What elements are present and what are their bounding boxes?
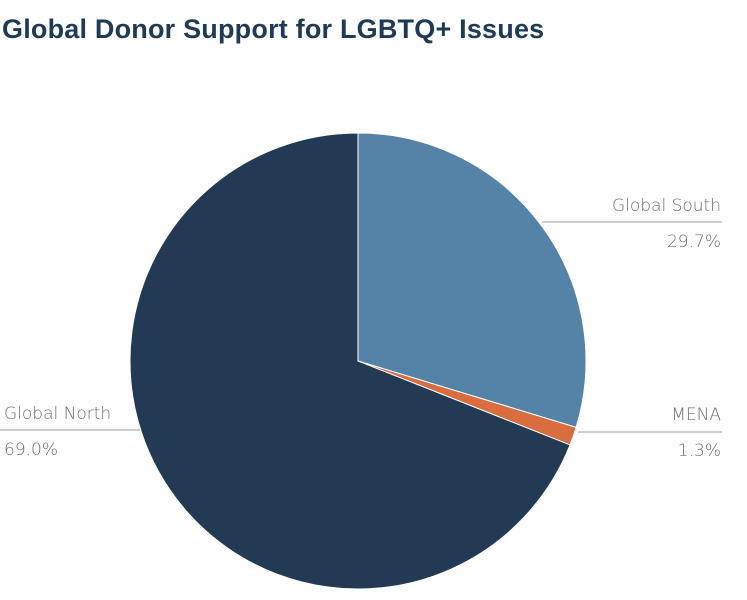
slice-label-global-north: Global North [4,404,111,424]
slice-label-mena: MENA [671,405,721,425]
slice-value-global-south: 29.7% [667,232,721,252]
slice-value-mena: 1.3% [678,441,721,461]
pie-slice-global-south [357,132,587,428]
pie-slice-global-north [129,132,571,590]
slice-label-global-south: Global South [612,196,721,216]
chart-title: Global Donor Support for LGBTQ+ Issues [2,14,545,44]
slice-value-global-north: 69.0% [4,440,58,460]
